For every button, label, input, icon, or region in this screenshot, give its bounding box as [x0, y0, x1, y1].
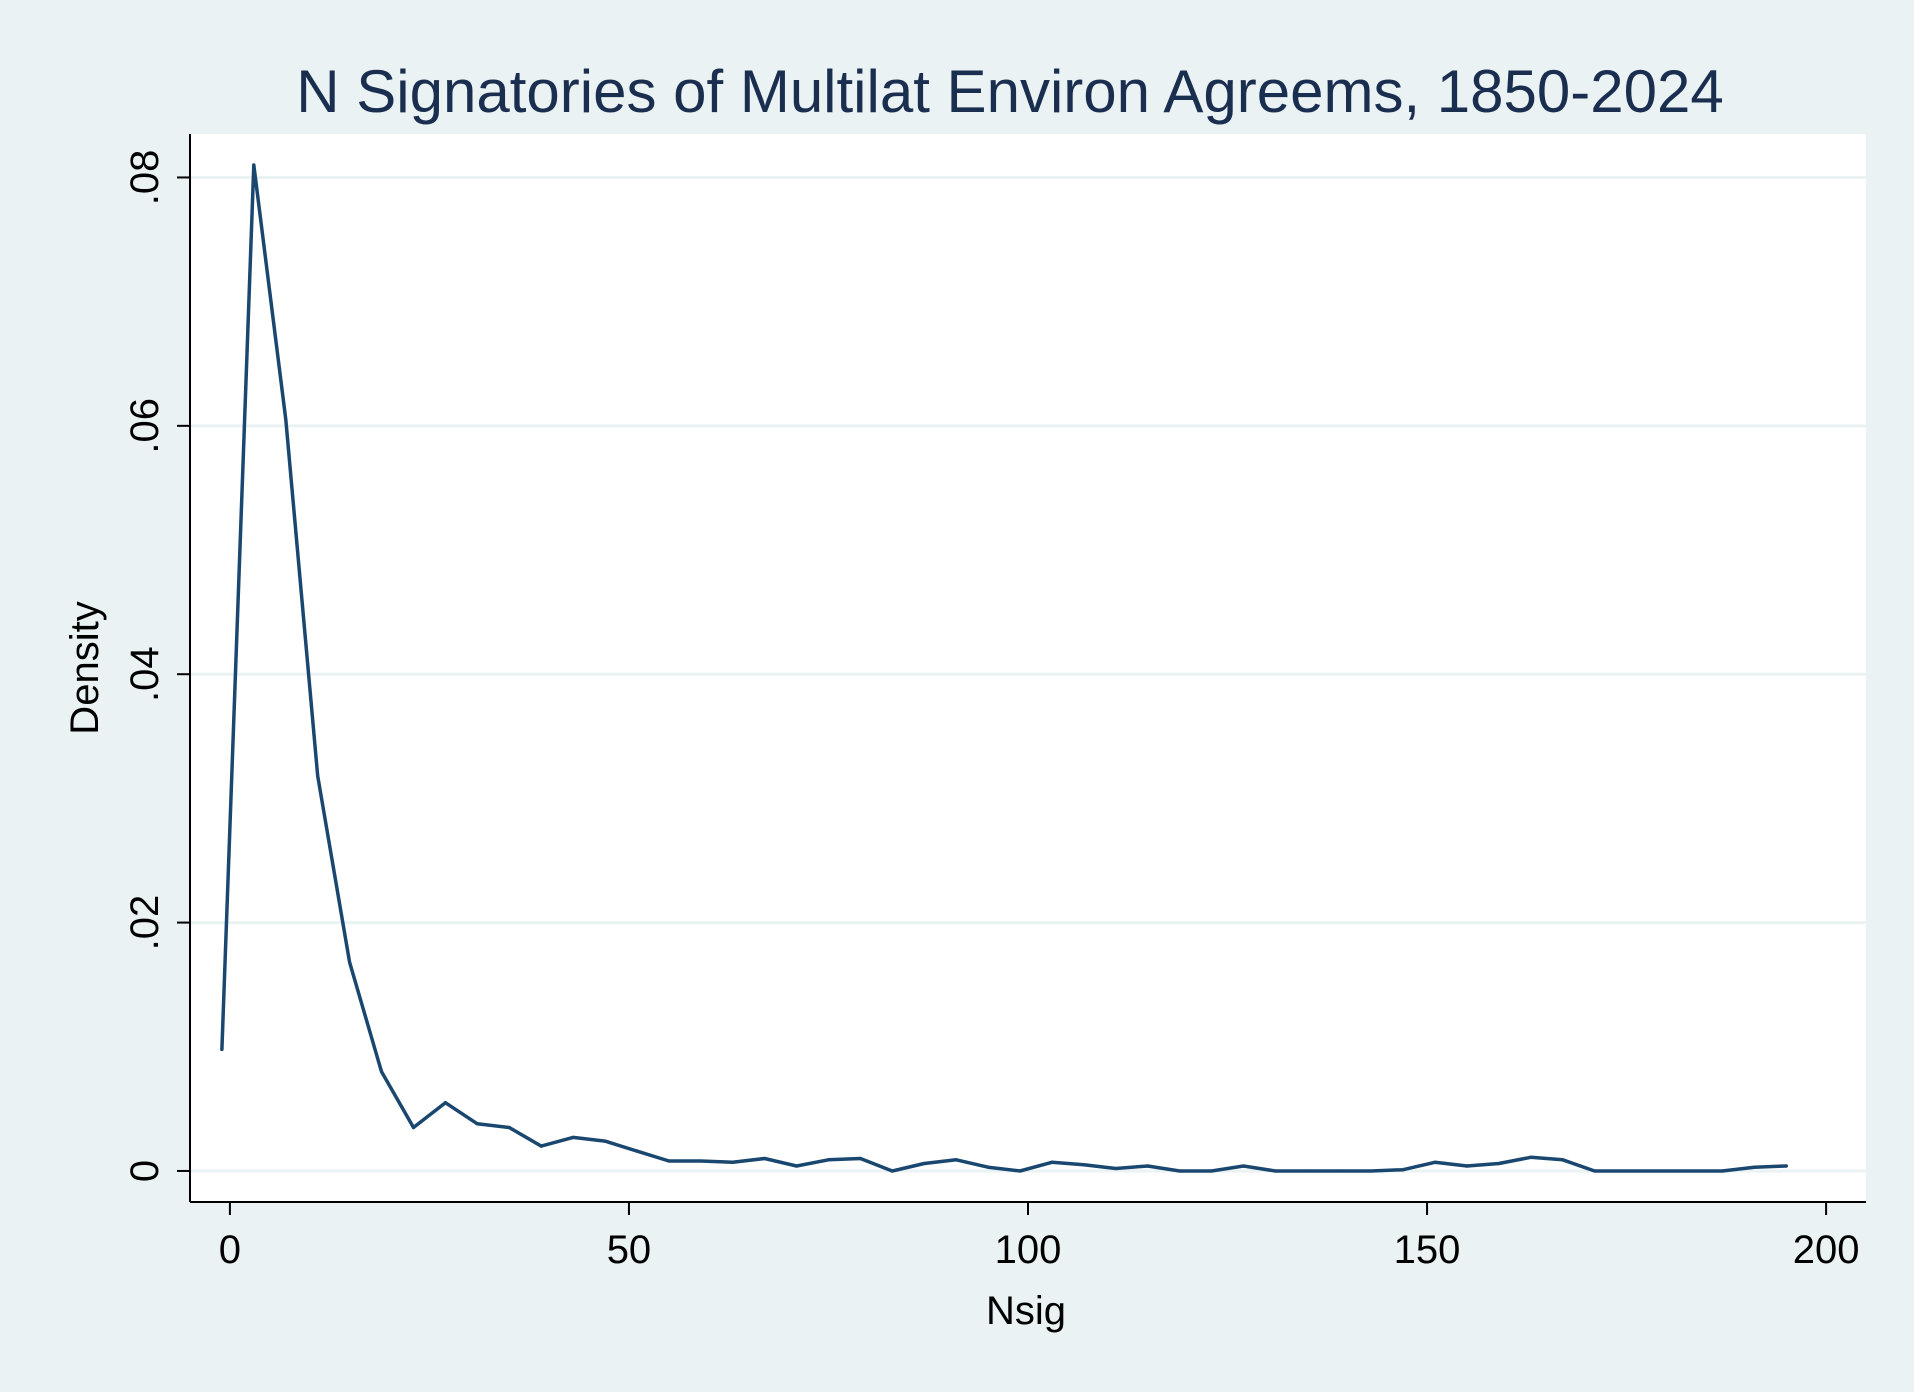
x-tick-label-1: 50 [607, 1228, 652, 1272]
x-tick-label-4: 200 [1793, 1228, 1860, 1272]
data-point-10 [539, 1144, 543, 1148]
x-tick-label-0: 0 [219, 1228, 241, 1272]
data-point-12 [603, 1139, 607, 1143]
y-tick-label-1: .02 [123, 895, 167, 951]
grid-lines [190, 175, 1866, 1173]
data-point-19 [826, 1158, 831, 1162]
data-point-41 [1529, 1155, 1533, 1159]
data-point-23 [954, 1158, 958, 1162]
data-point-27 [1082, 1163, 1086, 1167]
data-point-34 [1305, 1169, 1309, 1173]
data-point-26 [1050, 1160, 1054, 1164]
data-point-25 [1018, 1169, 1022, 1173]
x-axis-ticks: 0 50 100 150 200 [219, 1202, 1860, 1272]
data-point-24 [986, 1165, 990, 1169]
data-point-28 [1114, 1166, 1118, 1171]
data-point-20 [858, 1156, 863, 1161]
data-point-38 [1433, 1160, 1437, 1164]
data-point-42 [1561, 1158, 1565, 1162]
data-point-30 [1178, 1169, 1182, 1173]
data-point-11 [571, 1135, 575, 1140]
data-point-32 [1241, 1164, 1246, 1168]
data-point-13 [635, 1149, 639, 1153]
data-point-9 [507, 1125, 511, 1130]
data-point-49 [1784, 1164, 1788, 1168]
data-point-47 [1720, 1169, 1724, 1173]
data-point-36 [1369, 1169, 1373, 1173]
x-axis-title: Nsig [986, 1289, 1066, 1333]
data-point-16 [731, 1160, 735, 1164]
data-point-43 [1593, 1169, 1597, 1173]
data-point-46 [1688, 1169, 1693, 1173]
data-point-7 [443, 1101, 447, 1105]
data-point-17 [763, 1156, 767, 1161]
data-point-48 [1752, 1165, 1756, 1169]
data-point-31 [1209, 1169, 1214, 1173]
data-point-29 [1146, 1164, 1150, 1168]
data-point-35 [1337, 1169, 1341, 1173]
x-tick-label-2: 100 [995, 1228, 1062, 1272]
data-point-40 [1497, 1161, 1501, 1166]
data-point-2 [284, 418, 288, 422]
series-layer [220, 163, 1788, 1173]
y-tick-label-4: .08 [123, 150, 167, 206]
data-point-0 [220, 1047, 224, 1051]
y-tick-label-0: 0 [123, 1160, 167, 1182]
data-point-33 [1273, 1169, 1278, 1173]
data-point-15 [699, 1159, 703, 1163]
data-point-18 [794, 1164, 799, 1168]
data-point-6 [411, 1125, 416, 1130]
y-tick-label-2: .04 [123, 646, 167, 702]
data-point-44 [1624, 1169, 1629, 1173]
y-axis-ticks: 0 .02 .04 .06 .08 [123, 150, 190, 1182]
data-point-22 [922, 1161, 926, 1166]
data-point-8 [475, 1122, 479, 1126]
x-tick-label-3: 150 [1394, 1228, 1461, 1272]
data-point-39 [1465, 1164, 1469, 1168]
data-point-1 [252, 163, 256, 167]
series-line-0 [220, 163, 1788, 1173]
data-point-37 [1401, 1168, 1405, 1172]
y-axis-title: Density [63, 601, 107, 734]
plot-area [190, 134, 1866, 1202]
data-point-45 [1656, 1169, 1661, 1173]
data-point-14 [667, 1159, 671, 1163]
data-point-21 [890, 1169, 894, 1173]
y-tick-label-3: .06 [123, 398, 167, 454]
chart-title: N Signatories of Multilat Environ Agreem… [296, 58, 1723, 125]
data-point-3 [316, 774, 320, 778]
data-point-5 [379, 1070, 384, 1074]
data-point-4 [348, 960, 352, 964]
